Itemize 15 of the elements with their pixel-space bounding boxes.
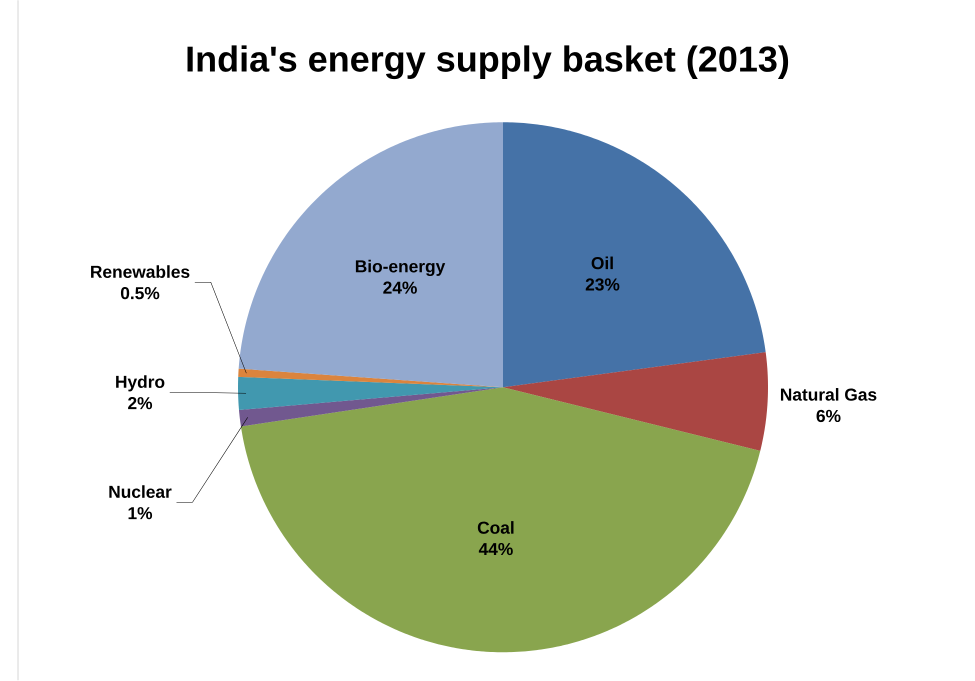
- slice-label: Bio-energy: [356, 260, 446, 276]
- data-label: 1%: [128, 507, 152, 520]
- slice-label: Nuclear: [109, 485, 172, 498]
- data-label: 0.5%: [120, 287, 160, 300]
- data-label: 6%: [816, 410, 841, 422]
- slice-label: Natural Gas: [780, 388, 876, 401]
- chart-title: India's energy supply basket (2013): [188, 46, 788, 80]
- data-label: 2%: [128, 397, 152, 410]
- data-label: 44%: [478, 543, 513, 556]
- slice-label: Hydro: [116, 375, 164, 392]
- data-label: 24%: [383, 282, 417, 294]
- data-label: 23%: [586, 278, 620, 291]
- slice-label: Oil: [592, 256, 613, 270]
- slice-label: Coal: [478, 521, 514, 534]
- slice-label: Renewables: [91, 265, 190, 278]
